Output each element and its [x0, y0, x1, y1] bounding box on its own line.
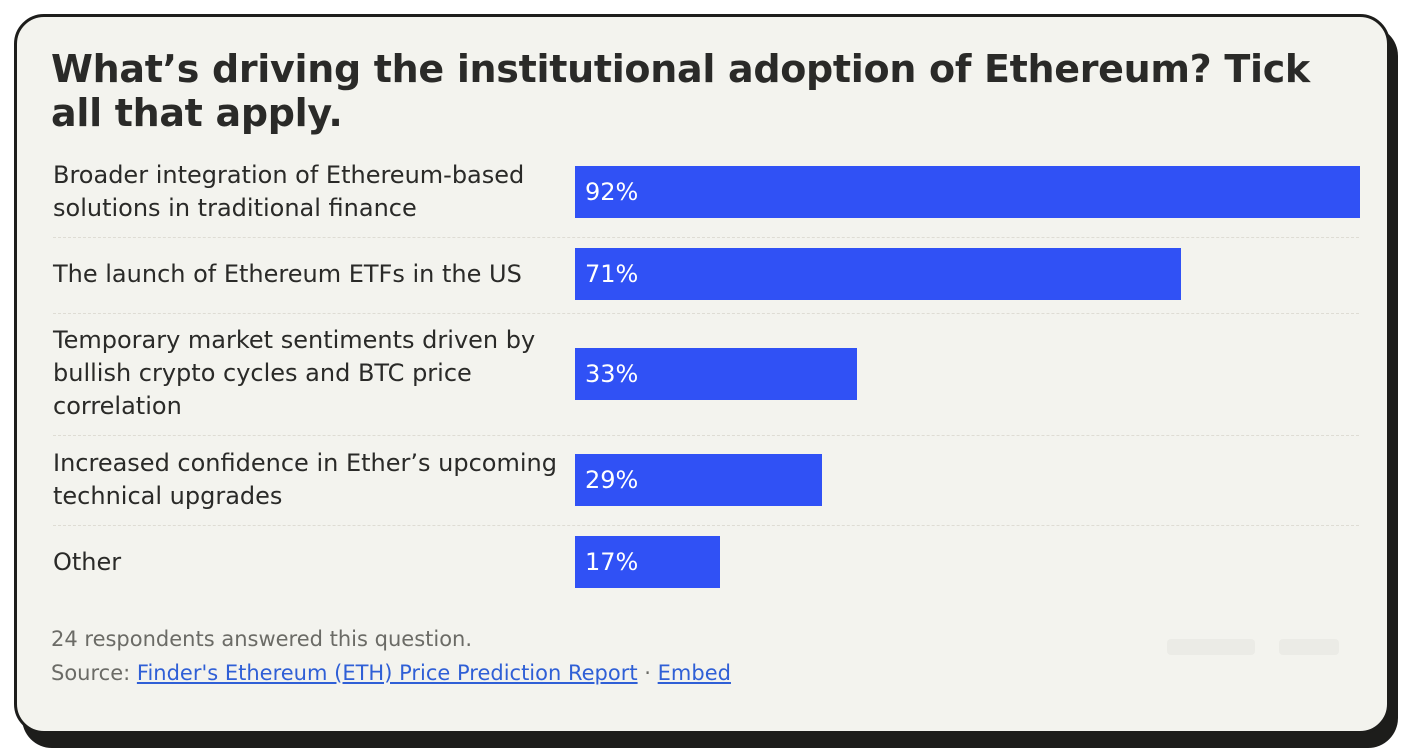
bar: 33%	[575, 348, 857, 400]
bar: 71%	[575, 248, 1181, 300]
bar-value-label: 71%	[585, 260, 639, 288]
bar-value-label: 29%	[585, 466, 639, 494]
faded-placeholder	[1167, 639, 1255, 655]
chart-card: What’s driving the institutional adoptio…	[14, 14, 1390, 734]
row-divider	[53, 435, 1359, 436]
chart-title: What’s driving the institutional adoptio…	[51, 47, 1310, 135]
bar-value-label: 92%	[585, 178, 639, 206]
source-separator: ·	[644, 661, 651, 685]
source-line: Source: Finder's Ethereum (ETH) Price Pr…	[51, 661, 731, 685]
category-label: Temporary market sentiments driven by bu…	[53, 326, 536, 420]
bar: 17%	[575, 536, 720, 588]
bar-value-label: 17%	[585, 548, 639, 576]
row-divider	[53, 237, 1359, 238]
category-label: Increased confidence in Ether’s upcoming…	[53, 449, 557, 510]
source-prefix: Source:	[51, 661, 131, 685]
category-label: The launch of Ethereum ETFs in the US	[53, 260, 522, 288]
bar-chart: Broader integration of Ethereum-based so…	[17, 17, 1387, 731]
bar-value-label: 33%	[585, 360, 639, 388]
embed-link[interactable]: Embed	[657, 661, 731, 685]
category-label: Broader integration of Ethereum-based so…	[53, 161, 525, 222]
row-divider	[53, 525, 1359, 526]
bar: 92%	[575, 166, 1360, 218]
row-divider	[53, 313, 1359, 314]
category-label: Other	[53, 548, 122, 576]
bar: 29%	[575, 454, 822, 506]
source-report-link[interactable]: Finder's Ethereum (ETH) Price Prediction…	[136, 661, 638, 685]
faded-placeholder	[1279, 639, 1339, 655]
respondents-note: 24 respondents answered this question.	[51, 627, 473, 651]
